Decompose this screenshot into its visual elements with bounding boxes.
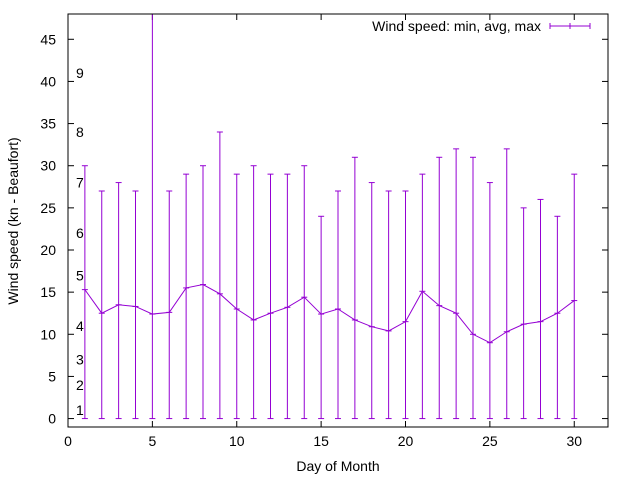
error-bar xyxy=(216,131,223,420)
y-tick-label: 25 xyxy=(40,200,56,216)
error-bar xyxy=(98,190,105,420)
beaufort-label: 3 xyxy=(76,352,84,368)
x-tick-labels: 0 5 10 15 20 25 30 xyxy=(64,433,582,449)
beaufort-label: 7 xyxy=(76,175,84,191)
y-tick-label: 5 xyxy=(48,368,56,384)
x-tick-label: 20 xyxy=(398,433,414,449)
error-bar xyxy=(436,156,443,420)
error-bar xyxy=(149,14,156,420)
axis-ticks xyxy=(67,14,608,427)
y-tick-label: 0 xyxy=(48,411,56,427)
y-tick-label: 40 xyxy=(40,73,56,89)
error-bar xyxy=(571,173,578,420)
error-bar xyxy=(385,190,392,420)
plot-frame xyxy=(67,13,609,428)
x-axis-label: Day of Month xyxy=(296,458,379,474)
y-tick-label: 30 xyxy=(40,158,56,174)
error-bar xyxy=(267,173,274,420)
y-tick-label: 45 xyxy=(40,31,56,47)
error-bar xyxy=(132,190,139,420)
beaufort-label: 5 xyxy=(76,267,84,283)
error-bar xyxy=(470,156,476,420)
x-tick-label: 10 xyxy=(229,433,245,449)
error-bar xyxy=(233,173,240,420)
beaufort-scale-labels: 1 2 3 4 5 6 7 8 9 xyxy=(76,65,84,418)
x-tick-label: 25 xyxy=(482,433,498,449)
beaufort-label: 2 xyxy=(76,377,84,393)
error-bar xyxy=(301,165,308,420)
error-bar xyxy=(537,198,544,420)
error-bar xyxy=(503,148,510,420)
legend-label: Wind speed: min, avg, max xyxy=(372,18,541,34)
y-tick-label: 10 xyxy=(40,326,56,342)
error-bar xyxy=(368,182,375,420)
error-bar xyxy=(419,173,426,420)
error-bar xyxy=(115,182,122,420)
beaufort-label: 1 xyxy=(76,402,84,418)
x-tick-label: 5 xyxy=(148,433,156,449)
error-bar xyxy=(402,190,409,420)
error-bar xyxy=(554,215,561,420)
error-bar xyxy=(351,156,358,420)
error-bar xyxy=(200,165,206,420)
error-bar xyxy=(453,148,460,420)
x-tick-label: 0 xyxy=(64,433,72,449)
average-line xyxy=(84,284,575,344)
y-tick-label: 35 xyxy=(40,116,56,132)
beaufort-label: 8 xyxy=(76,124,84,140)
error-bar xyxy=(250,165,257,420)
legend: Wind speed: min, avg, max xyxy=(372,18,591,34)
error-bar xyxy=(284,173,291,420)
error-bar xyxy=(318,215,325,420)
error-bar xyxy=(486,182,493,420)
beaufort-label: 6 xyxy=(76,225,84,241)
legend-key xyxy=(549,23,591,29)
y-axis-label: Wind speed (kn - Beaufort) xyxy=(5,137,21,304)
error-bars xyxy=(81,14,578,420)
y-tick-labels: 0 5 10 15 20 25 30 35 40 45 xyxy=(40,31,56,426)
beaufort-label: 9 xyxy=(76,65,84,81)
y-tick-label: 20 xyxy=(40,242,56,258)
error-bar xyxy=(183,173,190,420)
x-tick-label: 30 xyxy=(566,433,582,449)
error-bar xyxy=(335,190,341,420)
y-tick-label: 15 xyxy=(40,284,56,300)
x-tick-label: 15 xyxy=(313,433,329,449)
beaufort-label: 4 xyxy=(76,318,84,334)
error-bar xyxy=(166,190,173,420)
error-bar xyxy=(520,207,527,420)
